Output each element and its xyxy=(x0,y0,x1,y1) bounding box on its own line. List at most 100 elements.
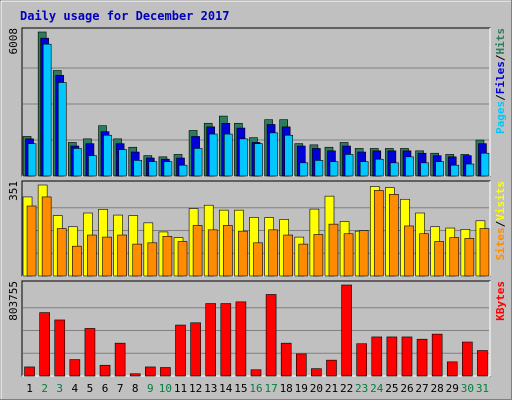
bar-kbytes-day-7 xyxy=(114,342,126,377)
x-tick-label-day-4: 4 xyxy=(72,382,79,395)
x-tick-label-day-12: 12 xyxy=(189,382,202,395)
bar-kbytes-day-21 xyxy=(326,359,337,377)
bar-pages-day-18 xyxy=(284,134,293,177)
legend-entry: / xyxy=(494,220,507,227)
x-tick-label-day-5: 5 xyxy=(87,382,94,395)
x-tick-label-day-9: 9 xyxy=(147,382,154,395)
x-tick-label-day-24: 24 xyxy=(370,382,384,395)
bar-sites-day-31 xyxy=(479,228,490,277)
bar-pages-day-1 xyxy=(27,143,37,177)
bar-pages-day-5 xyxy=(88,155,97,177)
bar-pages-day-21 xyxy=(329,161,339,177)
legend-entry: / xyxy=(494,54,507,61)
x-tick-label-day-25: 25 xyxy=(385,382,398,395)
bar-kbytes-day-19 xyxy=(295,353,307,377)
legend-entry: Visits xyxy=(494,181,507,221)
bar-pages-day-31 xyxy=(480,152,490,177)
bar-pages-day-26 xyxy=(405,156,414,177)
bar-sites-day-20 xyxy=(313,234,324,277)
bar-sites-day-26 xyxy=(404,225,414,277)
bar-sites-day-8 xyxy=(132,243,143,277)
x-tick-label-day-26: 26 xyxy=(400,382,413,395)
bar-sites-day-24 xyxy=(373,190,384,277)
bar-pages-day-4 xyxy=(73,148,82,177)
bar-kbytes-day-1 xyxy=(24,366,35,377)
bar-kbytes-day-26 xyxy=(401,336,413,377)
bar-pages-day-30 xyxy=(465,163,475,177)
bar-kbytes-day-24 xyxy=(371,336,383,377)
x-tick-label-day-13: 13 xyxy=(204,382,217,395)
bar-kbytes-day-12 xyxy=(190,322,201,377)
bar-kbytes-day-25 xyxy=(386,336,398,377)
bar-sites-day-3 xyxy=(56,228,67,277)
x-tick-label-day-3: 3 xyxy=(56,382,63,395)
y-axis-max-label: 6008 xyxy=(7,28,20,55)
bar-sites-day-13 xyxy=(207,229,218,277)
bar-sites-day-11 xyxy=(177,241,188,277)
bar-pages-day-19 xyxy=(299,162,309,177)
bar-pages-day-11 xyxy=(178,164,188,177)
bar-pages-day-9 xyxy=(148,161,158,177)
bar-sites-day-5 xyxy=(87,234,97,277)
bar-kbytes-day-9 xyxy=(145,366,156,377)
bar-pages-day-22 xyxy=(344,154,354,177)
bar-pages-day-23 xyxy=(359,161,369,177)
bar-kbytes-day-15 xyxy=(235,301,247,377)
bar-pages-day-15 xyxy=(239,138,248,177)
legend-entry: Sites xyxy=(494,227,507,260)
bar-sites-day-22 xyxy=(343,233,354,277)
bar-sites-day-6 xyxy=(102,236,112,277)
bar-pages-day-10 xyxy=(163,161,173,177)
bar-sites-day-16 xyxy=(253,242,263,277)
x-tick-label-day-8: 8 xyxy=(132,382,139,395)
panel-legend: Sites/Visits xyxy=(494,181,507,261)
chart-panels: 6008Pages/Files/Hits351Sites/Visits80375… xyxy=(7,27,507,377)
x-tick-label-day-23: 23 xyxy=(355,382,368,395)
bar-kbytes-day-10 xyxy=(160,367,171,377)
bar-pages-day-8 xyxy=(133,160,143,177)
bar-sites-day-30 xyxy=(464,238,475,277)
bar-sites-day-9 xyxy=(147,242,158,277)
bar-sites-day-14 xyxy=(223,225,233,277)
legend-entry: KBytes xyxy=(494,281,507,321)
bar-pages-day-28 xyxy=(435,161,444,177)
bar-sites-day-29 xyxy=(449,237,460,277)
bar-kbytes-day-20 xyxy=(311,368,322,377)
bar-sites-day-2 xyxy=(41,196,52,277)
x-tick-label-day-17: 17 xyxy=(264,382,277,395)
bar-pages-day-29 xyxy=(450,164,460,177)
x-tick-label-day-6: 6 xyxy=(102,382,109,395)
x-tick-label-day-11: 11 xyxy=(174,382,187,395)
x-tick-label-day-27: 27 xyxy=(415,382,428,395)
x-tick-label-day-7: 7 xyxy=(117,382,124,395)
legend-entry: Pages xyxy=(494,101,507,134)
panel-legend: Pages/Files/Hits xyxy=(494,28,507,134)
bar-sites-day-10 xyxy=(162,236,173,277)
x-tick-label-day-14: 14 xyxy=(219,382,233,395)
bar-kbytes-day-14 xyxy=(220,303,232,377)
legend-entry: Files xyxy=(494,61,507,94)
bar-kbytes-day-6 xyxy=(99,364,111,377)
bar-sites-day-1 xyxy=(26,205,37,277)
x-axis-tick-labels: 1 2 3 4 5 6 7 8 9 10 11 12 13 14 15 16 17 18 19 20 21 22 23 24 2… xyxy=(26,382,489,395)
x-tick-label-day-19: 19 xyxy=(295,382,308,395)
bar-sites-day-15 xyxy=(238,230,248,277)
bar-kbytes-day-5 xyxy=(84,328,96,377)
x-tick-label-day-21: 21 xyxy=(325,382,338,395)
bar-kbytes-day-29 xyxy=(446,361,458,377)
bar-kbytes-day-17 xyxy=(265,294,277,377)
bar-sites-day-21 xyxy=(328,223,339,277)
bar-pages-day-17 xyxy=(269,132,278,177)
bar-pages-day-3 xyxy=(57,82,67,177)
x-tick-label-day-22: 22 xyxy=(340,382,353,395)
bar-pages-day-14 xyxy=(224,133,233,177)
bar-kbytes-day-22 xyxy=(341,284,352,377)
bar-kbytes-day-13 xyxy=(205,303,217,377)
bar-pages-day-6 xyxy=(103,134,112,177)
bar-kbytes-day-28 xyxy=(431,333,443,377)
bar-kbytes-day-2 xyxy=(39,312,50,377)
bar-kbytes-day-4 xyxy=(69,359,81,377)
bar-sites-day-4 xyxy=(72,245,82,277)
